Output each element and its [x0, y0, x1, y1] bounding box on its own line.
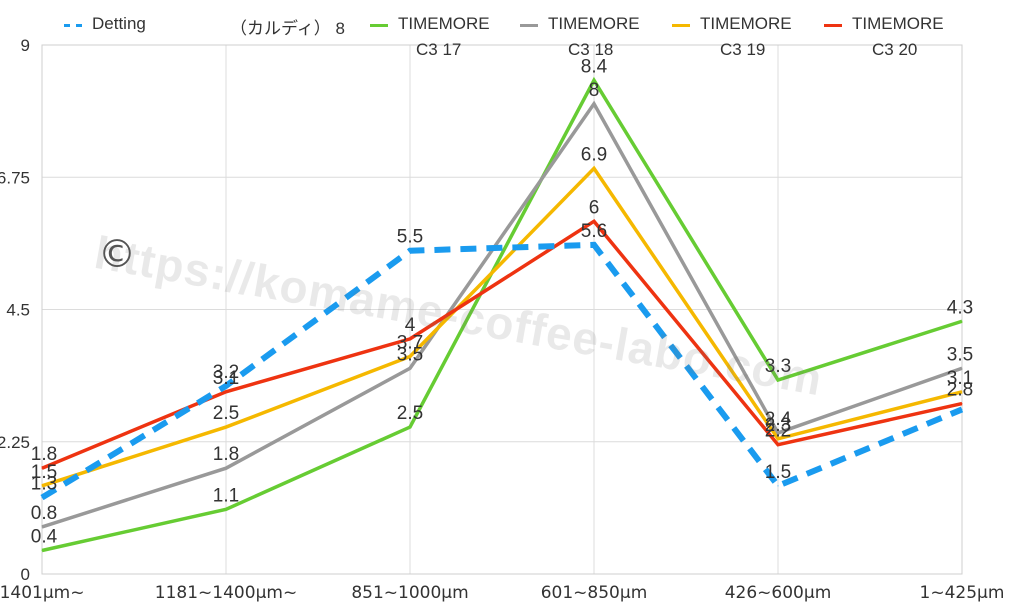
data-label: 5.5 [397, 227, 423, 248]
data-label: 0.4 [31, 526, 58, 547]
data-label: 1.1 [213, 485, 239, 506]
legend-label: TIMEMORE [700, 14, 792, 33]
data-label: 3.5 [947, 344, 973, 365]
data-point [41, 485, 43, 487]
data-label: 4.3 [947, 297, 973, 318]
data-point [409, 356, 411, 358]
data-point [41, 526, 43, 528]
data-label: 3.2 [213, 362, 239, 383]
data-label: 3.3 [765, 356, 791, 377]
series-line [41, 219, 963, 470]
x-tick-label: 851~1000μm [351, 583, 468, 603]
data-label: 3.5 [397, 344, 423, 365]
data-label: 3.1 [947, 368, 973, 389]
data-point [409, 367, 411, 369]
x-tick-label: 1181~1400μm~ [155, 583, 297, 603]
data-label: 2.8 [947, 380, 973, 401]
data-point [961, 391, 963, 393]
data-point [225, 467, 227, 469]
data-label: 8 [589, 80, 600, 101]
legend-label-line2: C3 18 [568, 40, 614, 59]
y-tick-label: 2.25 [0, 433, 30, 452]
y-tick-label: 0 [21, 565, 30, 584]
chart-legend: Detting （カルディ） 8 TIMEMORE C3 17 TIMEMORE… [60, 14, 1020, 64]
x-tick-label: 426~600μm [725, 583, 832, 603]
data-point [225, 385, 227, 387]
series-line [40, 241, 964, 501]
legend-label: TIMEMORE [548, 14, 640, 33]
legend-swatch [824, 24, 842, 27]
data-point [225, 426, 227, 428]
data-point [41, 497, 43, 499]
data-point [593, 103, 595, 105]
data-label: 3.7 [397, 333, 423, 354]
copyright-icon: © [98, 232, 136, 276]
data-point [409, 250, 411, 252]
data-label: 2.3 [765, 415, 791, 436]
data-point [593, 79, 595, 81]
legend-label-extra: （カルディ） 8 [230, 19, 345, 38]
legend-swatch [520, 24, 538, 27]
legend-label: TIMEMORE [398, 14, 490, 33]
x-tick-label: 1401μm~ [0, 583, 84, 603]
data-point [593, 244, 595, 246]
data-point [777, 444, 779, 446]
data-point [961, 403, 963, 405]
series-line [41, 76, 963, 553]
data-point [961, 408, 963, 410]
data-point [409, 426, 411, 428]
data-label: 8.4 [581, 56, 608, 77]
data-label: 2.2 [765, 421, 791, 442]
data-point [593, 220, 595, 222]
plot-area-border [41, 44, 963, 575]
x-tick-label: 1~425μm [920, 583, 1005, 603]
data-point [225, 391, 227, 393]
data-point [777, 379, 779, 381]
legend-swatch [64, 24, 82, 27]
data-label: 1.8 [31, 444, 57, 465]
data-label: 5.6 [581, 221, 607, 242]
data-label: 6.9 [581, 144, 607, 165]
legend-label-line2: C3 20 [872, 40, 918, 59]
legend-label: TIMEMORE [852, 14, 944, 33]
legend-label: Detting [92, 14, 146, 33]
data-label: 0.8 [31, 503, 57, 524]
data-label: 1.8 [213, 444, 239, 465]
data-label: 1.5 [31, 462, 57, 483]
x-tick-label: 601~850μm [541, 583, 648, 603]
data-label: 1.3 [31, 474, 57, 495]
data-label: 2.4 [765, 409, 792, 430]
data-label: 2.5 [397, 403, 423, 424]
data-point [777, 485, 779, 487]
data-label: 3.1 [213, 368, 239, 389]
data-label: 6 [589, 197, 600, 218]
data-point [777, 438, 779, 440]
y-tick-label: 6.75 [0, 168, 30, 187]
data-label: 1.5 [765, 462, 791, 483]
legend-swatch [672, 24, 690, 27]
data-point [41, 549, 43, 551]
data-label: 4 [405, 315, 416, 336]
data-point [593, 167, 595, 169]
data-point [409, 338, 411, 340]
y-tick-label: 4.5 [6, 301, 30, 320]
data-point [777, 432, 779, 434]
series-line [41, 165, 963, 488]
y-tick-label: 9 [21, 36, 30, 55]
legend-label-line2: C3 19 [720, 40, 766, 59]
data-point [225, 508, 227, 510]
series-line [41, 100, 963, 529]
data-point [961, 320, 963, 322]
legend-label-line2: C3 17 [416, 40, 462, 59]
legend-swatch [370, 24, 388, 27]
data-label: 2.5 [213, 403, 239, 424]
data-point [41, 467, 43, 469]
data-point [961, 367, 963, 369]
